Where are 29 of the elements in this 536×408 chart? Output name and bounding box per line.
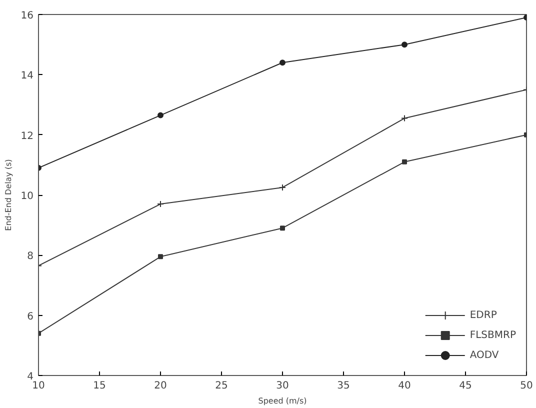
y-axis-title: End-End Delay (s) — [4, 159, 13, 231]
x-axis-title: Speed (m/s) — [258, 396, 307, 406]
y-tick-label: 16 — [20, 10, 34, 22]
x-tick-label: 35 — [337, 380, 350, 392]
point — [402, 159, 407, 164]
x-tick-label: 40 — [398, 380, 411, 392]
point — [280, 60, 286, 66]
legend-label: FLSBMRP — [470, 330, 516, 340]
y-tick-label: 10 — [20, 191, 34, 202]
point — [279, 184, 286, 191]
point — [157, 200, 164, 208]
y-tick-label: 6 — [27, 311, 34, 322]
x-tick-label: 50 — [520, 380, 533, 392]
point — [280, 226, 285, 231]
y-tick-label: 14 — [20, 70, 34, 82]
point — [158, 254, 163, 260]
x-tick-label: 15 — [93, 380, 106, 392]
legend-label: EDRP — [470, 310, 497, 320]
x-tick-label: 45 — [459, 380, 472, 392]
x-tick-label: 20 — [154, 380, 167, 392]
point — [158, 112, 164, 118]
y-tick-label: 8 — [27, 251, 34, 262]
y-tick-label: 12 — [20, 130, 34, 142]
y-tick-label: 4 — [27, 372, 34, 382]
x-tick-label: 25 — [215, 380, 228, 392]
legend-label: AODV — [470, 350, 499, 360]
x-tick-label: 30 — [276, 380, 289, 392]
point — [402, 42, 408, 48]
point — [401, 114, 408, 122]
